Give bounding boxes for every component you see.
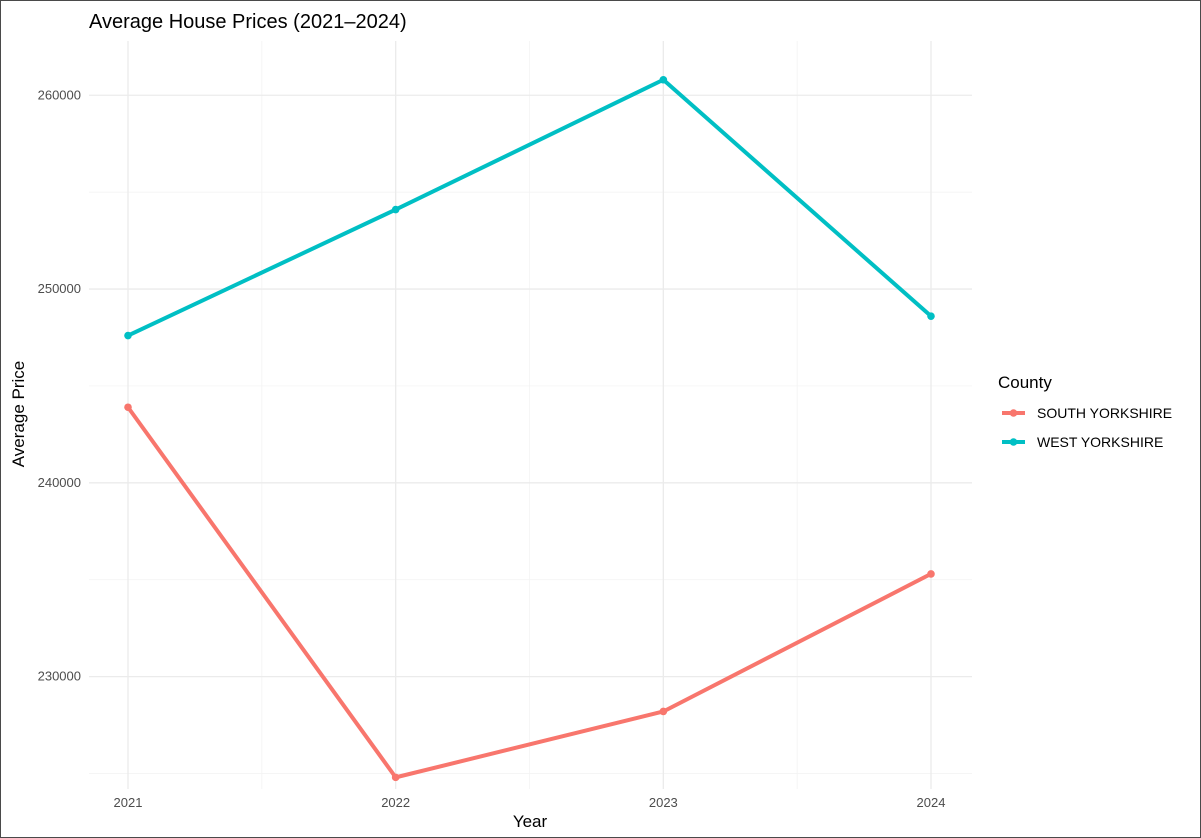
x-tick-label: 2022: [381, 795, 410, 810]
series-line-west-yorkshire: [127, 77, 933, 338]
minor-gridlines: [89, 41, 972, 789]
legend-key-point-west-yorkshire: [1009, 438, 1018, 446]
x-axis-ticks: 2021 2022 2023 2024: [114, 795, 946, 810]
data-point-south-yorkshire: [927, 570, 935, 578]
data-point-west-yorkshire: [927, 312, 935, 320]
legend-title: County: [998, 373, 1052, 392]
legend-label-south-yorkshire: SOUTH YORKSHIRE: [1037, 405, 1172, 421]
x-axis-title: Year: [513, 812, 548, 831]
chart-title: Average House Prices (2021–2024): [89, 11, 407, 33]
data-point-south-yorkshire: [124, 403, 132, 412]
x-tick-label: 2021: [114, 795, 143, 810]
x-tick-label: 2024: [917, 795, 946, 810]
major-gridlines: [89, 41, 972, 789]
y-tick-label: 260000: [38, 87, 81, 102]
data-point-west-yorkshire: [124, 331, 132, 340]
y-tick-label: 250000: [38, 281, 81, 296]
y-tick-label: 230000: [38, 669, 81, 684]
legend-key-point-south-yorkshire: [1009, 409, 1018, 417]
y-tick-label: 240000: [38, 475, 81, 490]
series-line-south-yorkshire: [126, 406, 932, 780]
y-axis-title: Average Price: [9, 361, 28, 467]
data-point-south-yorkshire: [391, 773, 400, 782]
legend: County SOUTH YORKSHIRE WEST YORKSHIRE: [998, 373, 1172, 450]
x-tick-label: 2023: [649, 795, 678, 810]
legend-label-west-yorkshire: WEST YORKSHIRE: [1037, 434, 1163, 450]
legend-items: SOUTH YORKSHIRE WEST YORKSHIRE: [1002, 405, 1172, 450]
y-axis-ticks: 230000 240000 250000 260000: [38, 87, 81, 683]
data-point-west-yorkshire: [659, 75, 668, 84]
data-point-south-yorkshire: [659, 707, 668, 716]
series-layer: [124, 75, 935, 782]
data-point-west-yorkshire: [391, 205, 400, 214]
